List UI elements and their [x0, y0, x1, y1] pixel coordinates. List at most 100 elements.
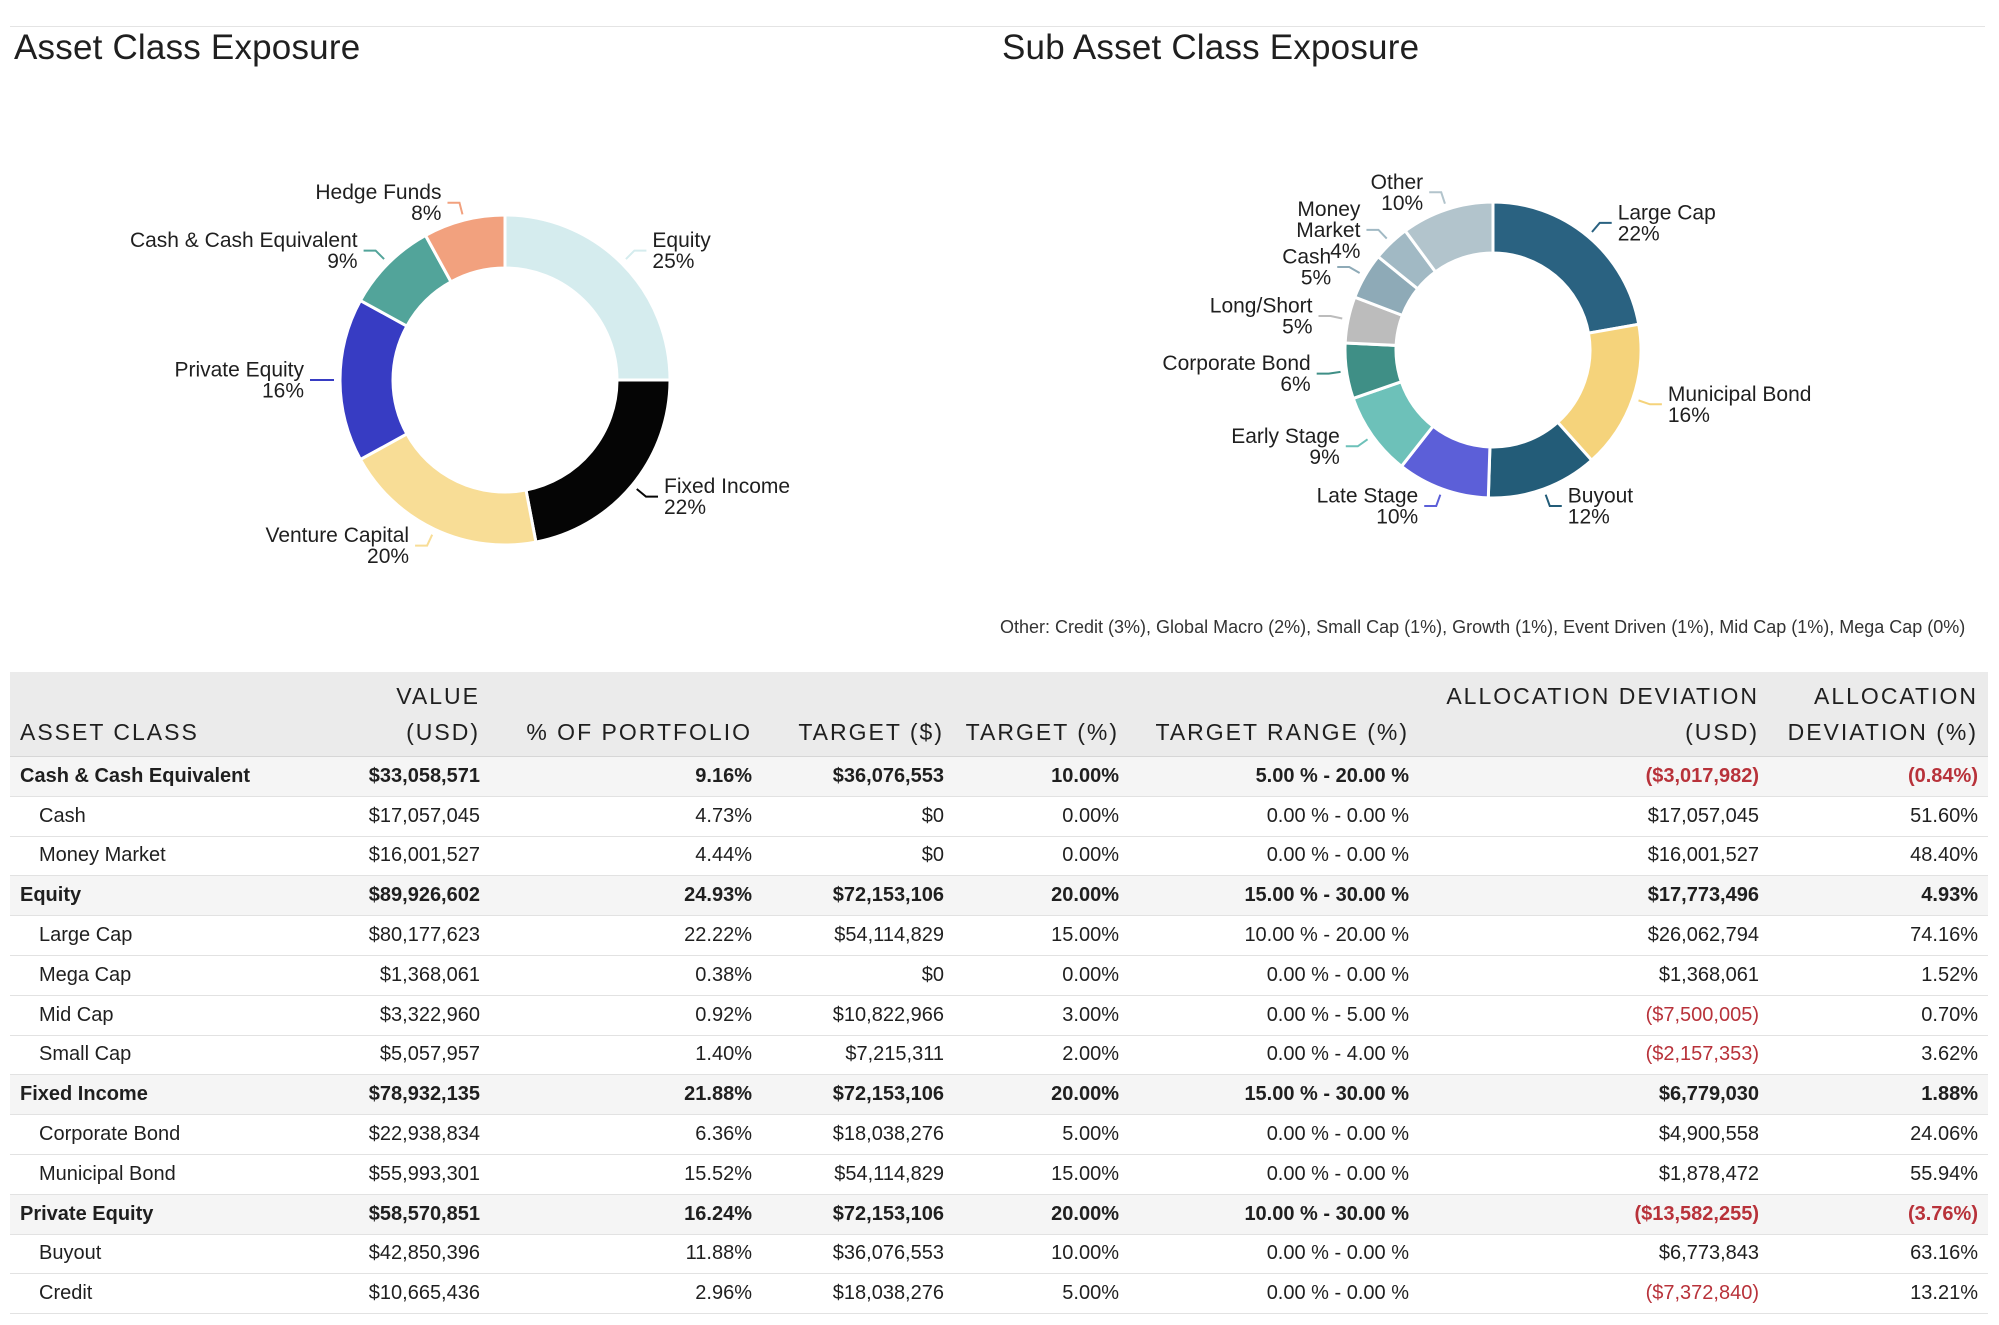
table-row: Mid Cap $3,322,960 0.92% $10,822,966 3.00% 0.…	[10, 995, 1988, 1036]
table-cell: $16,001,527	[300, 836, 490, 877]
sub-asset-class-title: Sub Asset Class Exposure	[1002, 28, 1420, 67]
column-header-of-portfolio[interactable]: % OF PORTFOLIO	[490, 672, 762, 757]
asset-label-equity: Equity 25%	[652, 229, 711, 273]
table-cell: 55.94%	[1769, 1154, 1988, 1195]
column-header-asset-class[interactable]: ASSET CLASS	[10, 672, 300, 757]
table-cell: 10.00%	[954, 1234, 1129, 1275]
asset-pct-venture-capital: 20%	[367, 545, 409, 568]
table-cell: Mid Cap	[10, 995, 300, 1036]
table-cell: Small Cap	[10, 1035, 300, 1076]
table-cell: ($2,157,353)	[1419, 1035, 1769, 1076]
asset-pct-equity: 25%	[652, 250, 694, 273]
asset-slice-hedge-funds[interactable]	[423, 213, 507, 284]
column-header-target[interactable]: TARGET ($)	[762, 672, 954, 757]
asset-slice-equity[interactable]	[503, 213, 672, 382]
asset-class-title: Asset Class Exposure	[14, 28, 361, 67]
sub-leader-long-short	[1318, 315, 1343, 320]
table-cell: 48.40%	[1769, 836, 1988, 877]
table-cell: $58,570,851	[300, 1194, 490, 1235]
table-cell: $0	[762, 836, 954, 877]
table-cell: 0.00 % - 0.00 %	[1129, 796, 1419, 837]
table-cell: $55,993,301	[300, 1154, 490, 1195]
table-row: Buyout $42,850,396 11.88% $36,076,553 10.00%…	[10, 1234, 1988, 1275]
table-cell: $72,153,106	[762, 875, 954, 917]
column-header-target[interactable]: TARGET (%)	[954, 672, 1129, 757]
table-cell: $6,773,843	[1419, 1234, 1769, 1275]
table-cell: 15.00 % - 30.00 %	[1129, 875, 1419, 917]
table-cell: 9.16%	[490, 756, 762, 797]
table-cell: ($13,582,255)	[1419, 1194, 1769, 1235]
sub-label-early-stage: Early Stage 9%	[1231, 425, 1340, 469]
table-cell: Municipal Bond	[10, 1154, 300, 1195]
table-cell: 0.00%	[954, 955, 1129, 996]
asset-label-hedge-funds: Hedge Funds 8%	[315, 181, 441, 225]
sub-label-money-market: Money Market 4%	[1296, 198, 1361, 263]
asset-label-cash-and-cash-equivalent: Cash & Cash Equivalent 9%	[130, 229, 358, 273]
sub-pct-late-stage: 10%	[1376, 505, 1418, 528]
column-header-allocation-deviation[interactable]: ALLOCATION DEVIATION (%)	[1769, 672, 1988, 757]
table-cell: 20.00%	[954, 1074, 1129, 1116]
allocation-table: ASSET CLASS VALUE (USD)% OF PORTFOLIO TARGE…	[10, 672, 1988, 1315]
table-cell: $36,076,553	[762, 756, 954, 797]
table-cell: $22,938,834	[300, 1114, 490, 1155]
table-cell: $78,932,135	[300, 1074, 490, 1116]
table-cell: 11.88%	[490, 1234, 762, 1275]
table-cell: $89,926,602	[300, 875, 490, 917]
asset-leader-hedge-funds	[447, 201, 464, 215]
column-header-value-usd[interactable]: VALUE (USD)	[300, 672, 490, 757]
table-cell: 21.88%	[490, 1074, 762, 1116]
sub-label-cash: Cash 5%	[1282, 246, 1331, 290]
sub-leader-municipal-bond	[1638, 399, 1662, 406]
asset-leader-cash-and-cash-equivalent	[363, 249, 385, 260]
table-cell: 5.00%	[954, 1114, 1129, 1155]
column-header-allocation-deviation-usd[interactable]: ALLOCATION DEVIATION (USD)	[1419, 672, 1769, 757]
table-cell: 0.00 % - 0.00 %	[1129, 1234, 1419, 1275]
sub-pct-buyout: 12%	[1568, 505, 1610, 528]
table-cell: Money Market	[10, 836, 300, 877]
table-cell: $10,822,966	[762, 995, 954, 1036]
sub-pct-corporate-bond: 6%	[1280, 373, 1310, 396]
table-cell: Mega Cap	[10, 955, 300, 996]
sub-slice-other[interactable]	[1403, 200, 1495, 274]
table-cell: Fixed Income	[10, 1074, 300, 1116]
table-cell: 3.00%	[954, 995, 1129, 1036]
table-cell: Equity	[10, 875, 300, 917]
sub-pct-money-market: 4%	[1330, 240, 1360, 263]
sub-label-other: Other 10%	[1371, 171, 1424, 215]
table-cell: $72,153,106	[762, 1194, 954, 1235]
table-cell: $33,058,571	[300, 756, 490, 797]
table-cell: Cash	[10, 796, 300, 837]
sub-pct-municipal-bond: 16%	[1668, 404, 1710, 427]
table-cell: $54,114,829	[762, 915, 954, 956]
table-cell: 24.06%	[1769, 1114, 1988, 1155]
asset-leader-venture-capital	[415, 534, 434, 547]
table-cell: $16,001,527	[1419, 836, 1769, 877]
table-cell: 0.70%	[1769, 995, 1988, 1036]
other-breakdown-note: Other: Credit (3%), Global Macro (2%), S…	[1000, 617, 1966, 637]
table-cell: 5.00%	[954, 1273, 1129, 1315]
table-cell: $42,850,396	[300, 1234, 490, 1275]
table-cell: $1,368,061	[1419, 955, 1769, 996]
table-cell: Cash & Cash Equivalent	[10, 756, 300, 797]
sub-pct-other: 10%	[1381, 192, 1423, 215]
asset-slice-private-equity[interactable]	[338, 298, 409, 462]
table-cell: 0.38%	[490, 955, 762, 996]
table-cell: 2.96%	[490, 1273, 762, 1315]
table-cell: 20.00%	[954, 875, 1129, 917]
table-row: Small Cap $5,057,957 1.40% $7,215,311 2.00% 0…	[10, 1035, 1988, 1076]
table-cell: 6.36%	[490, 1114, 762, 1155]
table-row: Mega Cap $1,368,061 0.38% $0 0.00% 0.00 % - 0…	[10, 955, 1988, 996]
column-header-target-range[interactable]: TARGET RANGE (%)	[1129, 672, 1419, 757]
table-cell: $7,215,311	[762, 1035, 954, 1076]
table-cell: 51.60%	[1769, 796, 1988, 837]
table-row: Cash $17,057,045 4.73% $0 0.00% 0.00 % - 0.00…	[10, 796, 1988, 837]
sub-label-late-stage: Late Stage 10%	[1317, 484, 1419, 528]
table-cell: 10.00 % - 30.00 %	[1129, 1194, 1419, 1235]
table-cell: $17,057,045	[300, 796, 490, 837]
sub-leader-buyout	[1544, 494, 1562, 507]
asset-slice-fixed-income[interactable]	[524, 378, 672, 544]
table-cell: 1.88%	[1769, 1074, 1988, 1116]
asset-leader-fixed-income	[636, 488, 659, 498]
table-cell: 0.00 % - 4.00 %	[1129, 1035, 1419, 1076]
table-cell: $80,177,623	[300, 915, 490, 956]
